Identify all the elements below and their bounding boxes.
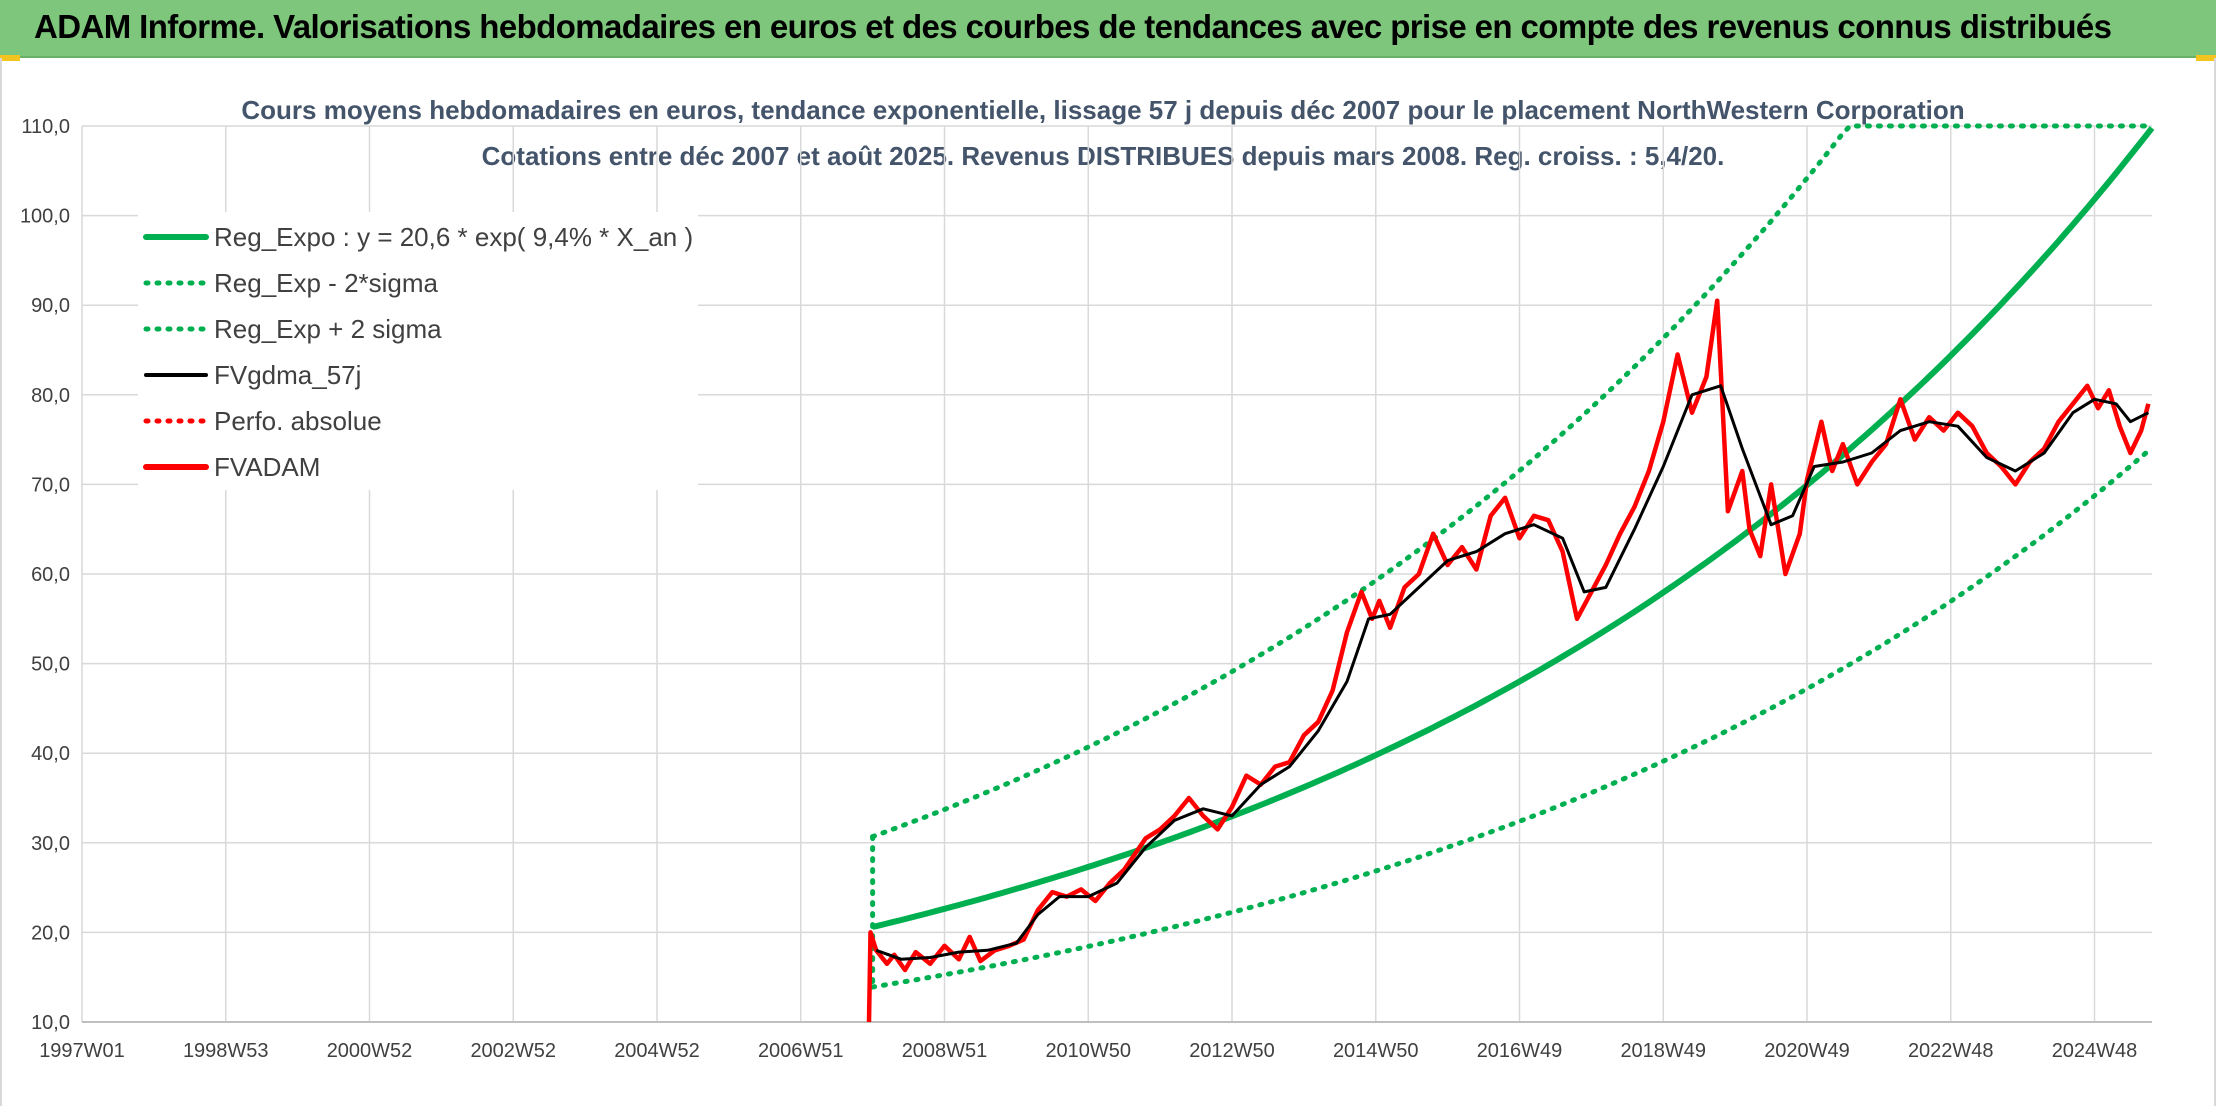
x-tick-label: 2016W49 — [1477, 1040, 1563, 1062]
legend-label: Reg_Exp + 2 sigma — [214, 314, 442, 344]
y-tick-label: 110,0 — [21, 116, 70, 138]
report-title: ADAM Informe. Valorisations hebdomadaire… — [34, 8, 2112, 45]
y-tick-label: 100,0 — [20, 206, 70, 228]
y-tick-label: 30,0 — [31, 833, 70, 855]
series-layer — [866, 123, 2155, 1023]
top-banner: ADAM Informe. Valorisations hebdomadaire… — [0, 0, 2216, 58]
x-tick-label: 2020W49 — [1764, 1040, 1850, 1062]
legend-label: FVgdma_57j — [214, 360, 361, 390]
x-tick-label: 2022W48 — [1908, 1040, 1994, 1062]
x-tick-label: 2006W51 — [758, 1040, 844, 1062]
legend-label: Reg_Expo : y = 20,6 * exp( 9,4% * X_an ) — [214, 222, 693, 252]
y-tick-label: 20,0 — [31, 922, 70, 944]
series-reg-exp-minus-2sigma — [870, 445, 2155, 990]
chart-subtitle: Cotations entre déc 2007 et août 2025. R… — [482, 141, 1725, 171]
series-reg-expo — [871, 126, 2155, 930]
x-tick-label: 1998W53 — [183, 1040, 269, 1062]
series-fvgdma-57j — [875, 384, 2150, 961]
x-tick-label: 2024W48 — [2052, 1040, 2138, 1062]
y-tick-label: 60,0 — [31, 564, 70, 586]
y-tick-label: 90,0 — [31, 295, 70, 317]
legend-label: Reg_Exp - 2*sigma — [214, 268, 439, 298]
legend-background — [138, 212, 698, 490]
y-tick-label: 70,0 — [31, 474, 70, 496]
corner-accent-right — [2196, 55, 2216, 61]
y-tick-label: 80,0 — [31, 385, 70, 407]
x-tick-label: 2002W52 — [470, 1040, 556, 1062]
x-tick-label: 1997W01 — [39, 1040, 125, 1062]
x-tick-label: 2008W51 — [902, 1040, 988, 1062]
x-tick-label: 2014W50 — [1333, 1040, 1419, 1062]
axis-labels-layer: 10,0 20,0 30,0 40,0 50,0 60,0 70,0 80,0 90,0 100,… — [20, 116, 2137, 1062]
x-tick-label: 2000W52 — [327, 1040, 413, 1062]
corner-accent-left — [0, 55, 20, 61]
title-background — [268, 100, 1938, 178]
chart-title: Cours moyens hebdomadaires en euros, ten… — [241, 95, 1964, 125]
x-tick-label: 2010W50 — [1045, 1040, 1131, 1062]
y-tick-label: 40,0 — [31, 743, 70, 765]
chart-frame — [0, 58, 2216, 1106]
legend-label: Perfo. absolue — [214, 406, 382, 436]
legend-label: FVADAM — [214, 452, 320, 482]
x-tick-label: 2004W52 — [614, 1040, 700, 1062]
legend: Reg_Expo : y = 20,6 * exp( 9,4% * X_an )… — [138, 212, 698, 490]
x-tick-label: 2018W49 — [1620, 1040, 1706, 1062]
x-tick-label: 2012W50 — [1189, 1040, 1275, 1062]
y-tick-label: 50,0 — [31, 654, 70, 676]
y-tick-label: 10,0 — [31, 1012, 70, 1034]
series-fvadam — [866, 298, 2151, 1023]
series-reg-exp-plus-2sigma — [870, 123, 2155, 840]
